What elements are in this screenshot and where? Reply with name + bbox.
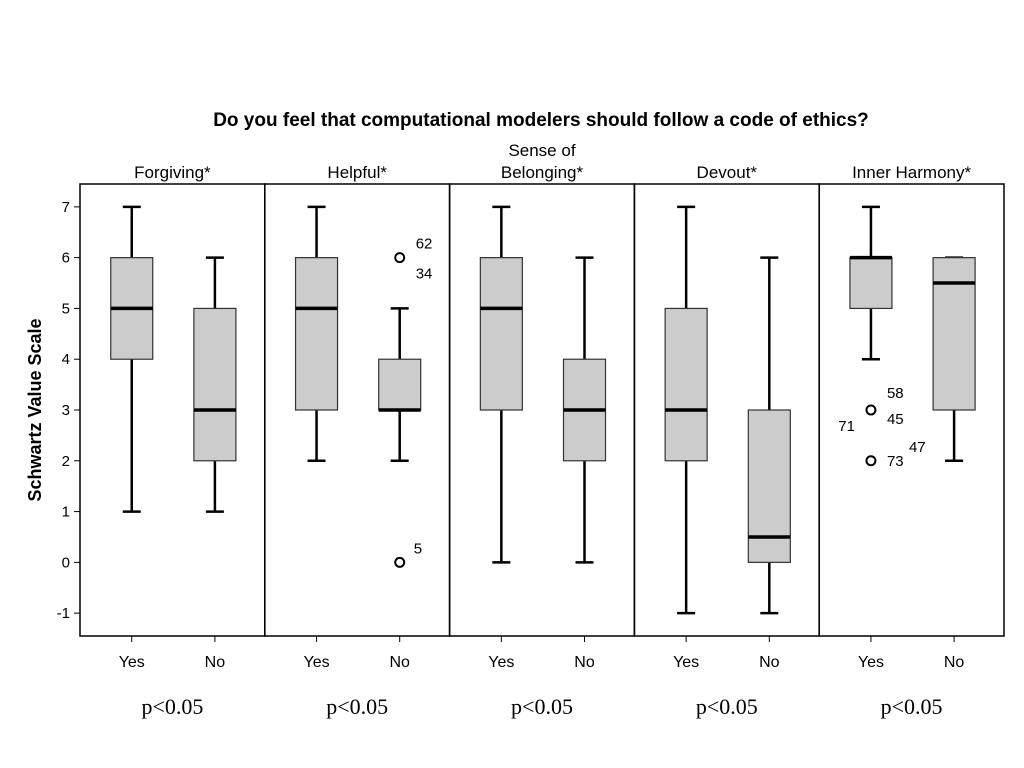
box [378, 358, 422, 411]
outlier-id-label: 62 [416, 236, 433, 253]
x-category-label: Yes [303, 654, 329, 671]
box [849, 257, 893, 310]
y-axis-label: Schwartz Value Scale [25, 318, 45, 501]
p-value-label: p<0.05 [141, 694, 203, 719]
outlier-id-label: 34 [416, 266, 433, 283]
outlier-point [394, 252, 406, 264]
y-tick-label: 7 [62, 199, 70, 216]
y-tick-label: 5 [62, 300, 70, 317]
y-tick-label: 1 [62, 504, 70, 521]
outlier-id-label: 71 [838, 418, 855, 435]
outlier-point [865, 455, 877, 467]
y-tick-label: 6 [62, 250, 70, 267]
x-category-label: Yes [488, 654, 514, 671]
p-value-label: p<0.05 [326, 694, 388, 719]
panel-frame [818, 183, 1005, 637]
x-category-label: No [205, 654, 226, 671]
box [193, 307, 237, 462]
y-tick-label: 0 [62, 554, 70, 571]
panel-1: Forgiving* p<0.05 Yes No [79, 163, 266, 719]
outlier-id-label: 47 [909, 439, 926, 456]
p-value-label: p<0.05 [881, 694, 943, 719]
panel-frame [79, 183, 266, 637]
chart-title: Do you feel that computational modelers … [213, 110, 869, 131]
x-category-label: Yes [858, 654, 884, 671]
outlier-point [394, 556, 406, 568]
panel-label: Devout* [697, 163, 758, 182]
outlier-point [865, 404, 877, 416]
box [664, 307, 708, 462]
x-category-label: No [389, 654, 410, 671]
panel-frame [633, 183, 820, 637]
panel-2: Helpful* p<0.05 Yes No 62 34 5 [264, 163, 451, 719]
panel-label: Belonging* [501, 163, 584, 182]
outlier-id-label: 73 [887, 453, 904, 470]
panel-3: Sense of Belonging* p<0.05 Yes No [448, 141, 636, 719]
outlier-id-label: 45 [887, 411, 904, 428]
panel-label: Helpful* [327, 163, 387, 182]
panel-5: Inner Harmony* p<0.05 Yes 58 71 45 73 47 No [818, 163, 1005, 719]
p-value-label: p<0.05 [511, 694, 573, 719]
x-category-label: No [759, 654, 780, 671]
panel-4: Devout* p<0.05 Yes No [633, 163, 820, 719]
x-category-label: No [574, 654, 595, 671]
y-tick-label: 4 [62, 351, 70, 368]
p-value-label: p<0.05 [696, 694, 758, 719]
y-tick-label: 3 [62, 402, 70, 419]
x-category-label: Yes [673, 654, 699, 671]
x-category-label: No [944, 654, 965, 671]
panel-label: Forgiving* [134, 163, 211, 182]
box [479, 257, 523, 411]
panel-label: Inner Harmony* [852, 163, 971, 182]
panel-label: Sense of [508, 141, 575, 160]
y-tick-label: -1 [57, 605, 70, 622]
outlier-id-label: 5 [414, 540, 422, 557]
y-tick-label: 2 [62, 453, 70, 470]
outlier-id-label: 58 [887, 385, 904, 402]
box [747, 409, 791, 563]
box [932, 257, 976, 411]
panel-frame [448, 183, 636, 637]
x-category-label: Yes [119, 654, 145, 671]
box [294, 257, 339, 411]
